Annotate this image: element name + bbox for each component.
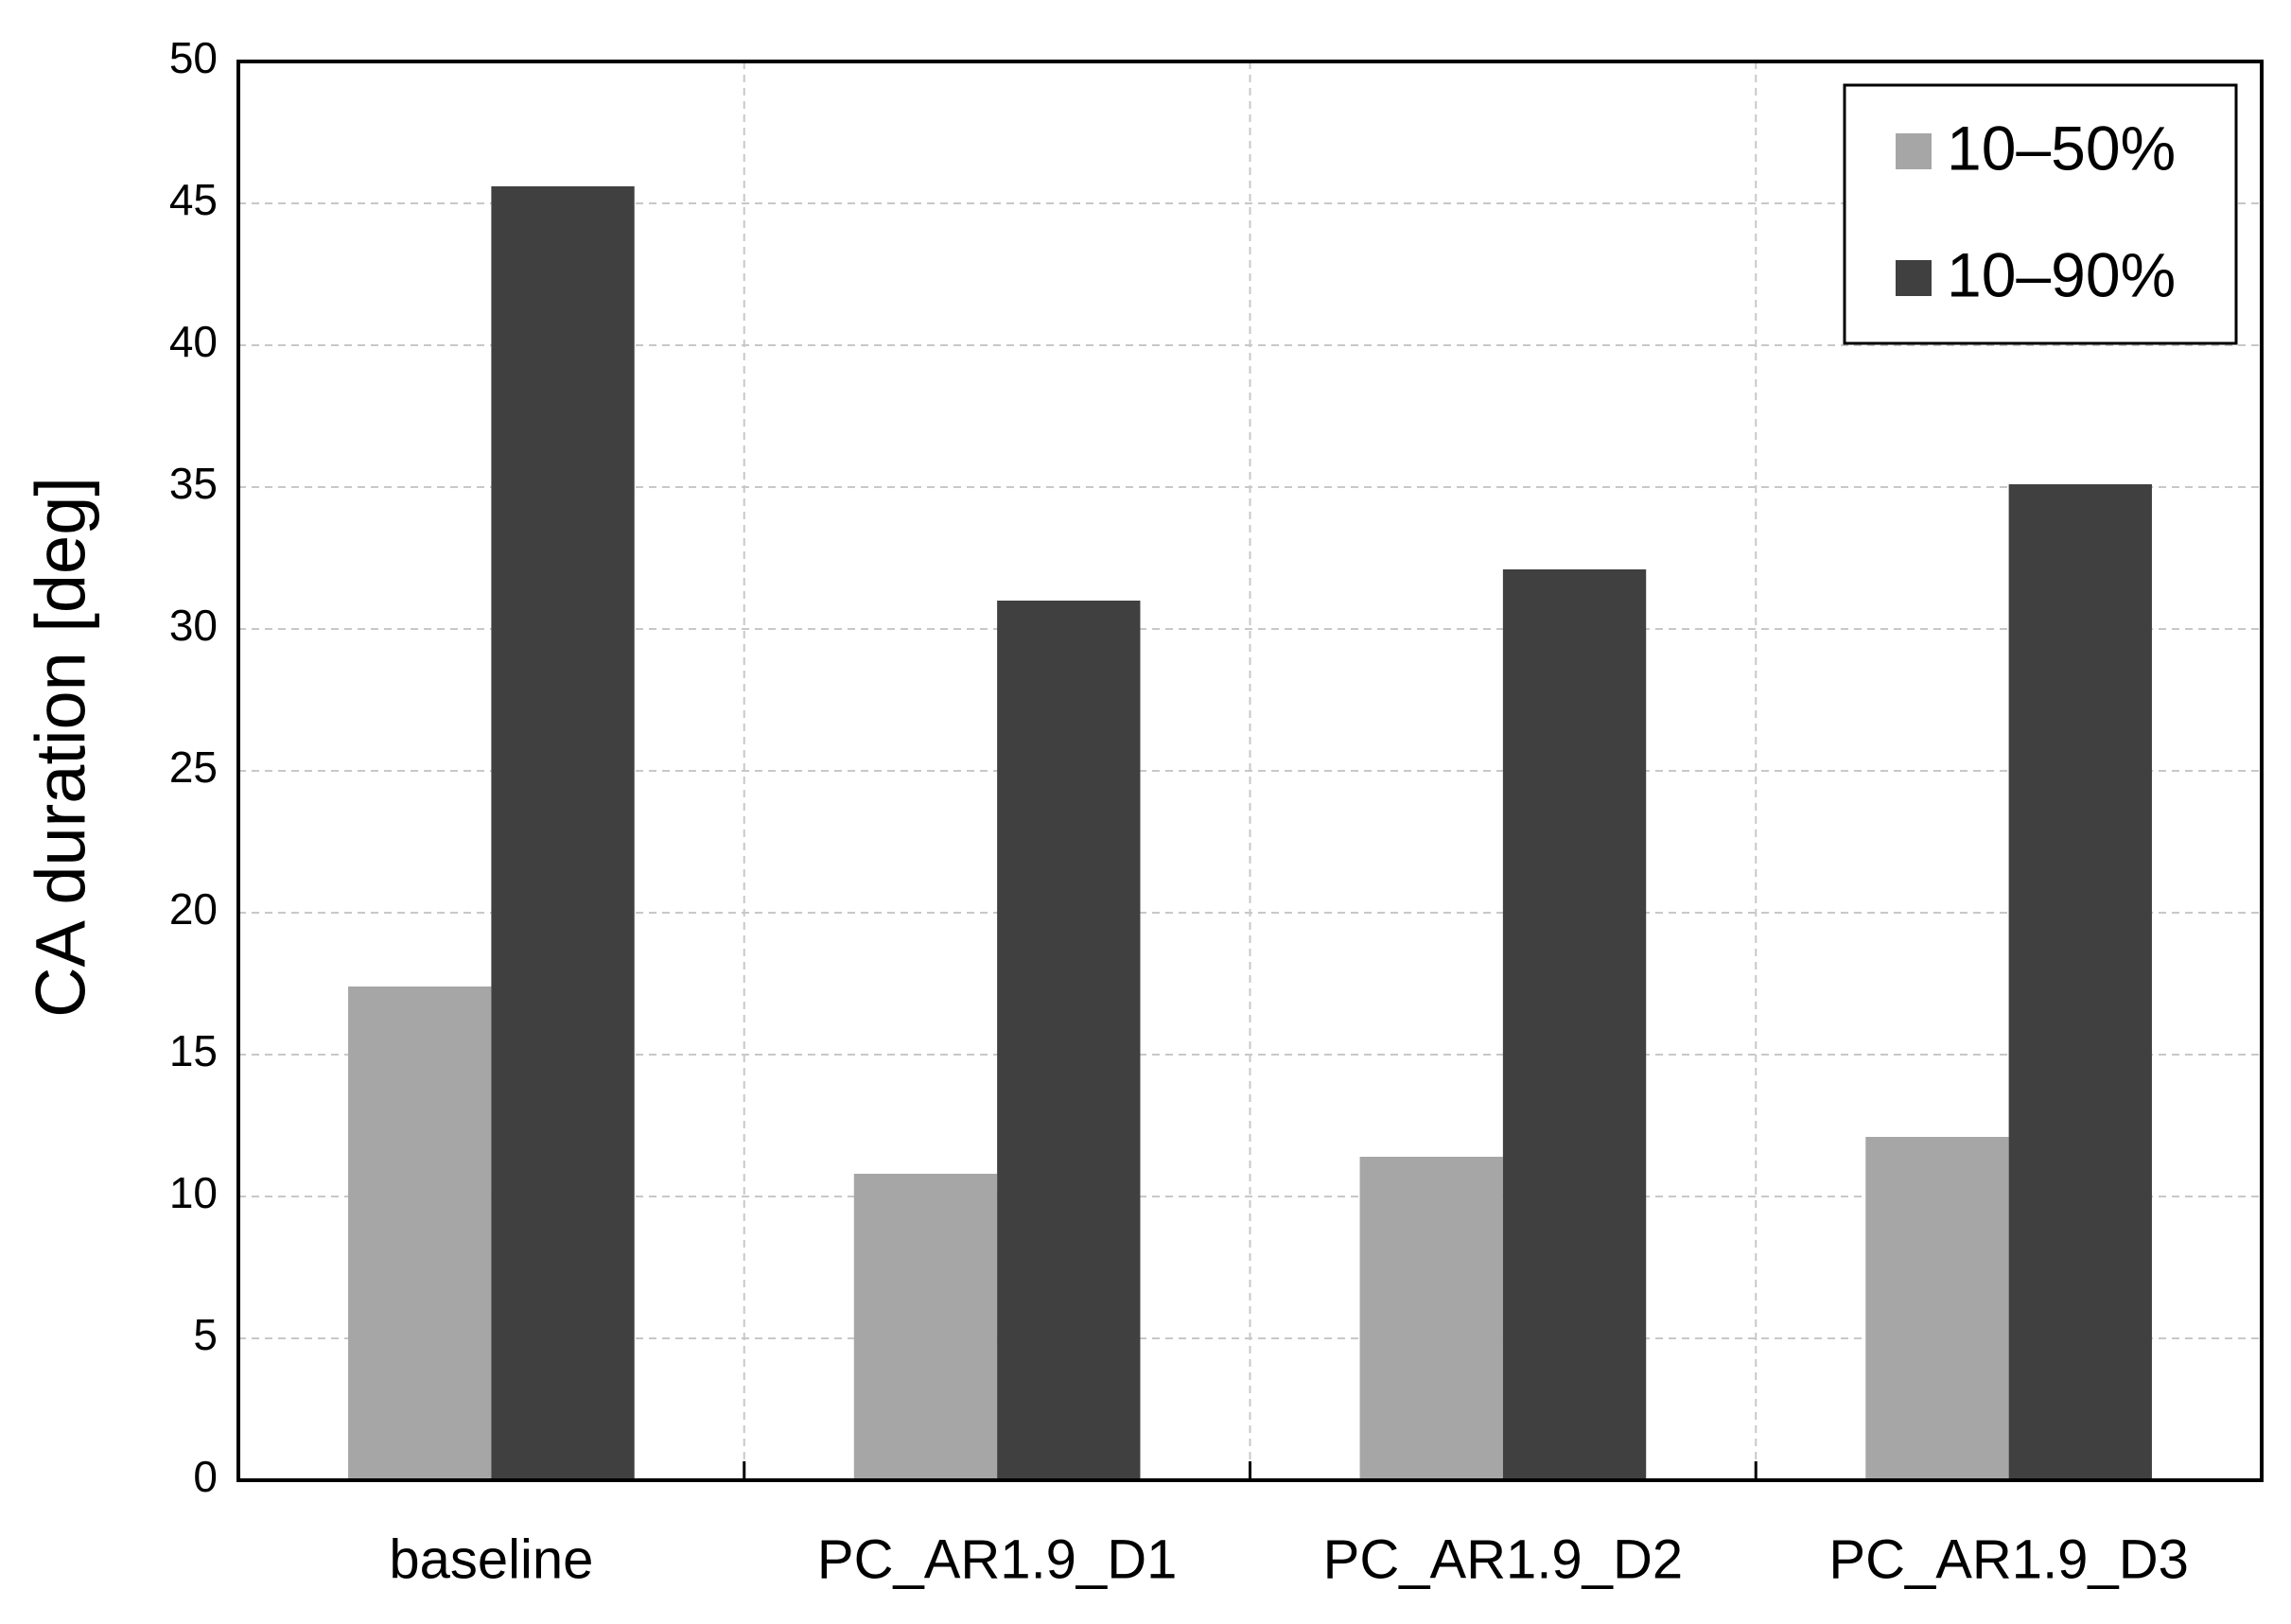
y-tick-label: 40 — [169, 317, 218, 366]
bar — [491, 186, 635, 1480]
bar — [997, 601, 1141, 1480]
y-tick-label: 25 — [169, 742, 218, 792]
x-tick-label: PC_AR1.9_D1 — [817, 1528, 1177, 1590]
bar — [1359, 1157, 1503, 1480]
y-tick-label: 45 — [169, 175, 218, 224]
y-tick-label: 30 — [169, 601, 218, 650]
bar — [1865, 1137, 2009, 1480]
y-tick-label: 10 — [169, 1168, 218, 1217]
y-tick-label: 50 — [169, 33, 218, 82]
y-tick-label: 5 — [193, 1310, 218, 1359]
x-tick-label: baseline — [389, 1528, 593, 1590]
y-axis-label: CA duration [deg] — [22, 477, 100, 1018]
x-tick-label: PC_AR1.9_D2 — [1323, 1528, 1683, 1590]
y-tick-label: 15 — [169, 1026, 218, 1075]
plot-frame — [236, 60, 2264, 1482]
legend-label: 10–90% — [1947, 239, 2176, 309]
legend-swatch — [1896, 133, 1932, 169]
x-tick-label: PC_AR1.9_D3 — [1828, 1528, 2188, 1590]
y-tick-label: 20 — [169, 884, 218, 934]
legend-swatch — [1896, 260, 1932, 296]
legend-label: 10–50% — [1947, 113, 2176, 183]
bar — [2008, 484, 2152, 1480]
legend-box — [1843, 83, 2238, 345]
y-tick-label: 0 — [193, 1452, 218, 1501]
y-tick-label: 35 — [169, 459, 218, 508]
bar — [853, 1174, 998, 1480]
bar — [1502, 569, 1647, 1480]
bar — [348, 987, 492, 1480]
